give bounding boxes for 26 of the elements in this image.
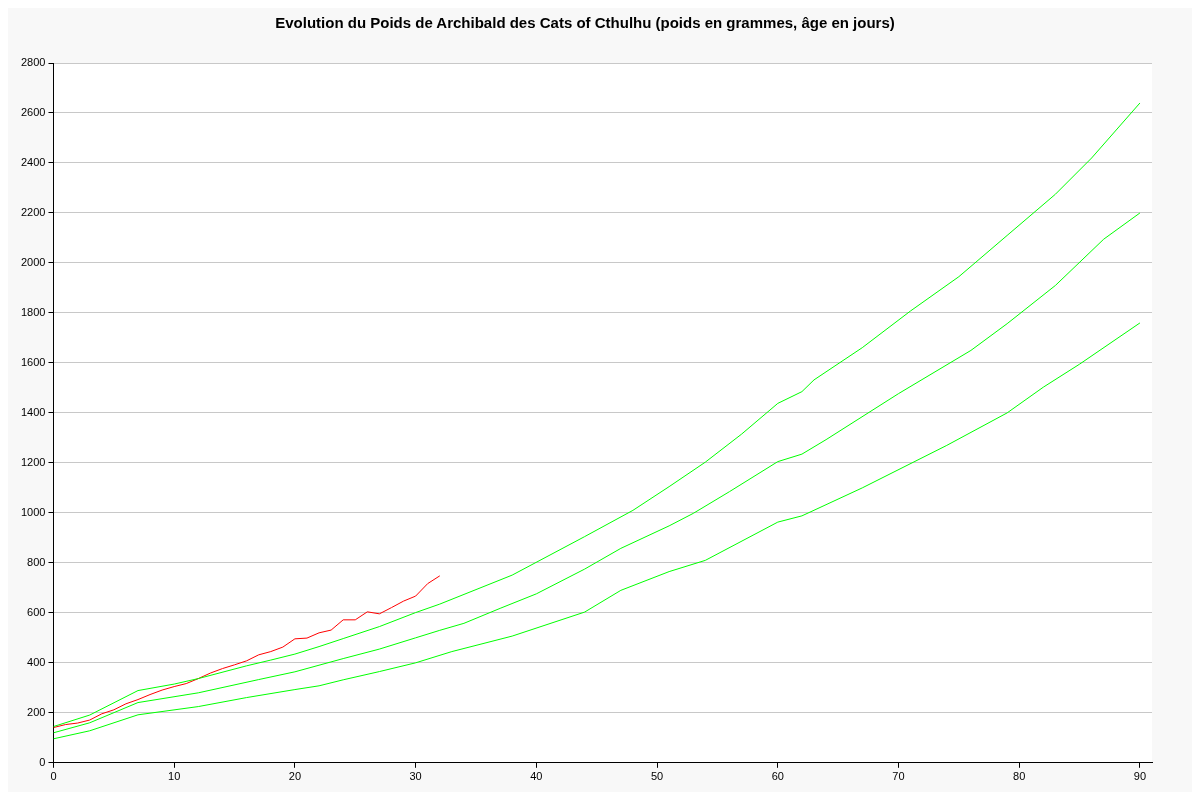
x-tick-label: 80	[1013, 770, 1026, 783]
x-tick-label: 40	[530, 770, 543, 783]
y-tick-label: 600	[27, 605, 46, 618]
y-tick-label: 2800	[20, 56, 46, 69]
y-tick-label: 200	[27, 705, 46, 718]
x-tick-label: 0	[50, 770, 57, 783]
x-tick-label: 90	[1133, 770, 1147, 783]
x-tick-label: 10	[168, 770, 181, 783]
y-tick-label: 2200	[20, 205, 46, 218]
y-tick-label: 1400	[20, 405, 46, 418]
y-tick-label: 400	[27, 655, 46, 668]
y-tick-label: 1800	[20, 305, 46, 318]
x-tick-label: 70	[892, 770, 905, 783]
y-tick-label: 2000	[20, 255, 46, 268]
x-tick-label: 20	[288, 770, 302, 783]
chart-title: Evolution du Poids de Archibald des Cats of Cthulhu (poids en grammes, âge en jours)	[275, 14, 895, 32]
y-tick-label: 2600	[20, 106, 46, 119]
y-tick-label: 1200	[20, 455, 46, 468]
y-tick-label: 2400	[20, 156, 46, 168]
y-tick-label: 1600	[20, 355, 46, 368]
y-tick-label: 0	[39, 755, 46, 768]
x-tick-label: 30	[409, 770, 422, 783]
x-tick-label: 50	[650, 770, 664, 783]
y-tick-label: 1000	[20, 505, 46, 518]
y-tick-label: 800	[27, 555, 46, 568]
x-tick-label: 60	[771, 770, 784, 783]
